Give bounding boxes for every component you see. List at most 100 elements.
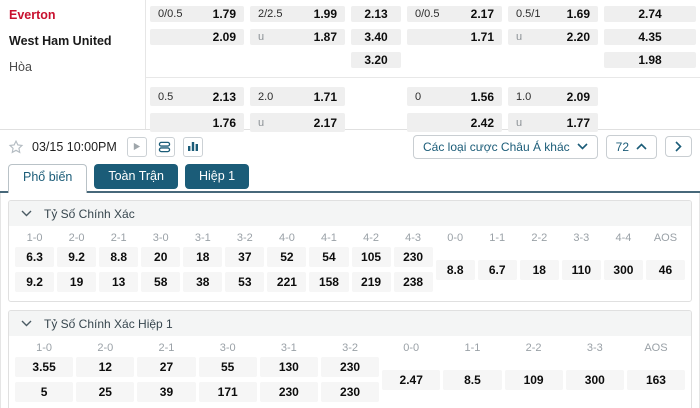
odds-cell[interactable]: 8.5 [443,369,502,390]
odds-cell[interactable]: 221 [267,272,307,292]
next-page-button[interactable] [665,136,692,157]
score-label: 2-0 [68,232,85,244]
handicap-label: 0/0.5 [415,8,440,20]
odds-cell[interactable]: 39 [137,382,196,402]
odds-cell[interactable]: 0/0.5 1.79 [150,6,244,22]
score-cells: 3.55 5 [15,357,74,402]
odds-cell[interactable]: 18 [519,259,559,280]
odds-cell[interactable]: 55 [198,357,257,377]
odds-column: 2.13 3.40 3.20 [351,6,401,68]
score-column: 3-1 18 38 [183,231,223,292]
score-label: 3-1 [280,342,297,354]
odds-cell[interactable]: 38 [183,272,223,292]
odds-cell-empty [604,87,696,106]
score-column: 4-2 105 219 [351,231,391,292]
odds-cell[interactable]: 1.71 [407,29,502,45]
odds-cell[interactable]: 171 [198,382,257,402]
odds-cell[interactable]: 3.20 [351,52,401,68]
tab-2[interactable]: Hiệp 1 [184,164,250,189]
odds-cell[interactable]: 2.42 [407,113,502,132]
tab-0[interactable]: Phổ biến [8,164,88,193]
odds-cell[interactable]: 6.3 [15,247,55,267]
odds-cell[interactable]: 52 [267,247,307,267]
odds-cell[interactable]: 110 [561,259,601,280]
odds-cell[interactable]: 130 [259,357,318,377]
odds-cell[interactable]: 230 [393,247,433,267]
odds-cell[interactable]: 2/2.5 1.99 [250,6,345,22]
odds-cell[interactable]: 53 [225,272,265,292]
odds-cell[interactable]: 19 [57,272,97,292]
odds-board-button[interactable] [154,136,175,157]
odds-cell[interactable]: u 2.17 [250,113,345,132]
odds-cell[interactable]: 58 [141,272,181,292]
odds-cell[interactable]: 0 1.56 [407,87,502,106]
odds-cell[interactable]: 158 [309,272,349,292]
score-column: 1-1 8.5 [443,341,502,402]
odds-cell[interactable]: 2.13 [351,6,401,22]
score-column: 3-0 20 58 [141,231,181,292]
odds-cell[interactable]: 300 [603,259,643,280]
odds-cell[interactable]: 219 [351,272,391,292]
odds-value: 1.87 [313,30,337,44]
score-column: 2-0 12 25 [76,341,135,402]
odds-cell[interactable]: 2.09 [150,29,244,45]
odds-cell[interactable]: 20 [141,247,181,267]
odds-cell[interactable]: 37 [225,247,265,267]
odds-cell[interactable]: 18 [183,247,223,267]
play-button[interactable] [126,136,147,157]
statistics-button[interactable] [182,136,203,157]
odds-cell[interactable]: 4.35 [604,29,696,45]
odds-cell[interactable]: 8.8 [435,259,475,280]
odds-cell[interactable]: 238 [393,272,433,292]
odds-value: 4.35 [638,30,662,44]
odds-cell[interactable]: 0/0.5 2.17 [407,6,502,22]
play-icon [134,142,141,151]
odds-cell-empty [150,52,244,68]
odds-cell[interactable]: 46 [645,259,685,280]
markets-count-button[interactable]: 72 [605,134,657,159]
score-label: 4-1 [321,232,337,244]
odds-cell[interactable]: u 1.77 [508,113,598,132]
score-section-header[interactable]: Tỷ Số Chính Xác [9,201,691,226]
odds-cell[interactable]: 27 [137,357,196,377]
odds-cell[interactable]: 230 [320,382,380,402]
odds-cell[interactable]: 3.55 [15,357,74,377]
odds-cell[interactable]: 54 [309,247,349,267]
odds-cell[interactable]: 0.5 2.13 [150,87,244,106]
score-cells: 54 158 [309,247,349,292]
score-cells: 55 171 [198,357,257,402]
odds-cell[interactable]: 230 [320,357,380,377]
odds-cell[interactable]: 3.40 [351,29,401,45]
asian-markets-dropdown[interactable]: Các loại cược Châu Á khác [413,134,598,159]
odds-column: 2.74 4.35 1.98 [604,6,696,68]
score-cells: 6.7 [477,247,517,292]
odds-cell[interactable]: u 1.87 [250,29,345,45]
odds-cell[interactable]: 12 [76,357,135,377]
odds-cell[interactable]: 1.0 2.09 [508,87,598,106]
tab-1[interactable]: Toàn Trận [94,164,178,189]
odds-cell[interactable]: u 2.20 [508,29,598,45]
odds-cell[interactable]: 105 [351,247,391,267]
odds-cell[interactable]: 0.5/1 1.69 [508,6,598,22]
odds-cell[interactable]: 2.0 1.71 [250,87,345,106]
odds-cell[interactable]: 9.2 [57,247,97,267]
odds-cell[interactable]: 1.98 [604,52,696,68]
odds-cell[interactable]: 230 [259,382,318,402]
odds-cell[interactable]: 1.76 [150,113,244,132]
odds-cell[interactable]: 2.47 [382,369,441,390]
handicap-label: 0/0.5 [158,8,183,20]
odds-cell[interactable]: 163 [626,369,686,390]
odds-cell[interactable]: 6.7 [477,259,517,280]
odds-cell[interactable]: 2.74 [604,6,696,22]
odds-cell[interactable]: 5 [15,382,74,402]
score-label: 4-4 [615,232,632,244]
score-cells: 20 58 [141,247,181,292]
odds-cell[interactable]: 109 [504,369,563,390]
odds-cell[interactable]: 9.2 [15,272,55,292]
odds-cell[interactable]: 25 [76,382,135,402]
favorite-star-icon[interactable] [8,139,24,155]
odds-cell[interactable]: 8.8 [99,247,139,267]
odds-cell[interactable]: 13 [99,272,139,292]
odds-cell[interactable]: 300 [565,369,624,390]
score-section-header[interactable]: Tỷ Số Chính Xác Hiệp 1 [9,311,691,336]
